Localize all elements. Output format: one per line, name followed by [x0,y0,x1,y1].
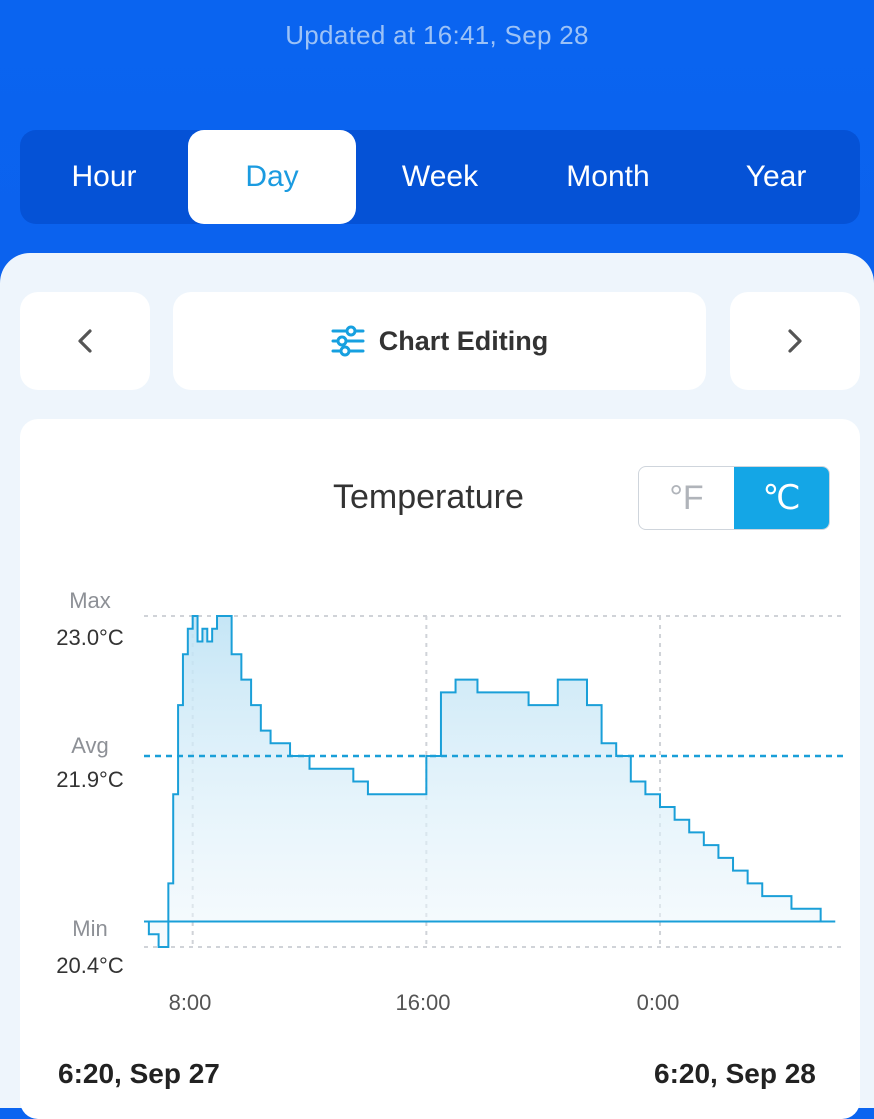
temperature-area [144,616,836,947]
tab-day[interactable]: Day [188,130,356,224]
chart-editing-button[interactable]: Chart Editing [173,292,706,390]
x-tick-0: 0:00 [636,990,680,1015]
tab-hour[interactable]: Hour [71,160,137,193]
range-end: 6:20, Sep 28 [654,1058,816,1089]
previous-period-button[interactable] [20,292,150,390]
unit-fahrenheit-button[interactable]: °F [669,478,704,517]
avg-label: Avg [71,733,109,758]
period-tabs: Hour Day Week Month Year [20,130,860,224]
temperature-line [144,615,836,948]
sliders-icon [331,325,365,357]
x-tick-8: 8:00 [168,990,212,1015]
chevron-right-icon [788,329,802,353]
next-period-button[interactable] [730,292,860,390]
tab-month[interactable]: Month [566,160,650,193]
max-label: Max [69,588,111,613]
chevron-left-icon [78,329,92,353]
chart-editing-label: Chart Editing [378,325,549,356]
min-label: Min [72,916,108,941]
max-value: 23.0°C [56,625,124,650]
chart-title: Temperature [333,478,524,516]
min-value: 20.4°C [56,953,124,978]
tab-week[interactable]: Week [401,160,479,193]
updated-timestamp: Updated at 16:41, Sep 28 [285,20,589,50]
unit-toggle: °F ℃ [638,466,830,530]
tab-year[interactable]: Year [745,160,807,193]
x-tick-16: 16:00 [395,990,451,1015]
unit-celsius-button[interactable]: ℃ [734,467,829,529]
avg-value: 21.9°C [56,767,124,792]
range-start: 6:20, Sep 27 [58,1058,220,1089]
